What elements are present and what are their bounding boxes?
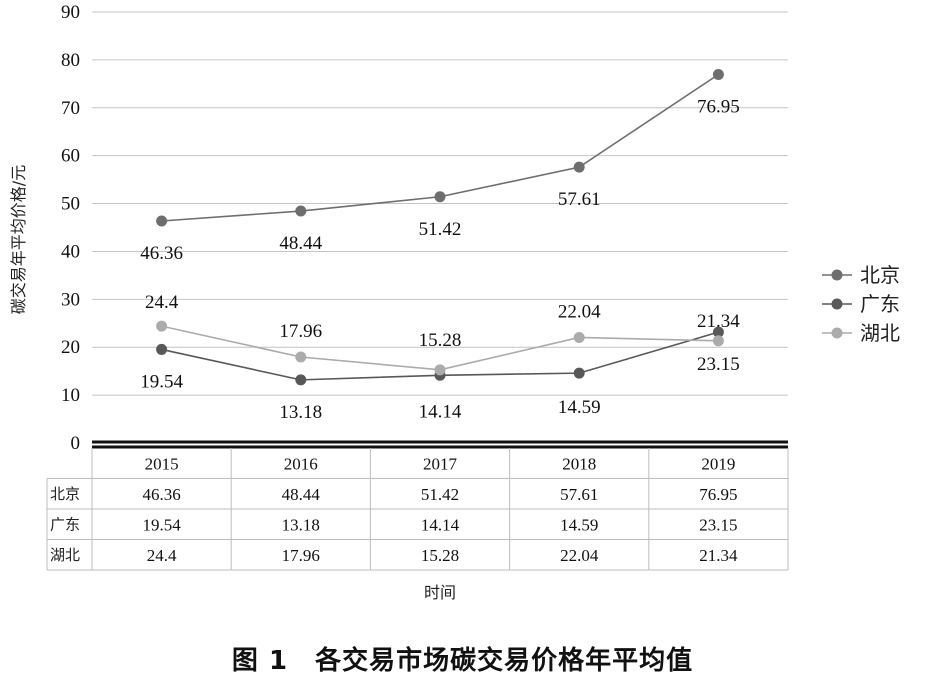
data-label: 22.04 bbox=[558, 301, 601, 322]
y-axis-title: 碳交易年平均价格/元 bbox=[9, 165, 28, 314]
legend-swatch-marker bbox=[831, 327, 843, 339]
table-series-name: 北京 bbox=[50, 485, 80, 503]
legend-swatch-marker bbox=[831, 269, 843, 281]
y-tick-label: 60 bbox=[61, 146, 80, 167]
figure-caption: 图 1 各交易市场碳交易价格年平均值 bbox=[231, 646, 694, 676]
table-cell: 51.42 bbox=[421, 485, 459, 504]
table-cell: 14.59 bbox=[560, 515, 598, 534]
data-label: 51.42 bbox=[419, 219, 462, 240]
data-point bbox=[156, 215, 168, 227]
x-axis-title: 时间 bbox=[424, 583, 456, 602]
y-tick-label: 70 bbox=[61, 98, 80, 119]
y-tick-label: 40 bbox=[61, 241, 80, 262]
data-label: 46.36 bbox=[140, 243, 183, 264]
data-label: 76.95 bbox=[697, 96, 740, 117]
y-tick-label: 80 bbox=[61, 50, 80, 71]
x-tick-label: 2017 bbox=[423, 454, 458, 473]
data-label: 13.18 bbox=[279, 402, 322, 423]
data-point bbox=[434, 364, 446, 376]
y-tick-label: 90 bbox=[61, 2, 80, 23]
data-point bbox=[434, 191, 446, 203]
data-point bbox=[712, 335, 724, 347]
chart: 0 10 20 30 40 50 60 70 80 90 碳交易年平均价格/元 2015 2016 201… bbox=[9, 2, 900, 602]
data-label: 14.14 bbox=[419, 401, 462, 422]
data-point bbox=[712, 326, 724, 338]
data-point bbox=[156, 343, 168, 355]
table-cell: 19.54 bbox=[142, 515, 181, 534]
table-cell: 57.61 bbox=[560, 485, 598, 504]
legend-label: 北京 bbox=[860, 263, 900, 287]
data-point bbox=[295, 351, 307, 363]
data-point bbox=[712, 68, 724, 80]
data-label: 19.54 bbox=[140, 371, 183, 392]
data-label: 21.34 bbox=[697, 311, 740, 332]
x-tick-label: 2018 bbox=[562, 454, 596, 473]
table-cell: 46.36 bbox=[142, 485, 180, 504]
x-tick-label: 2019 bbox=[701, 454, 735, 473]
data-label: 14.59 bbox=[558, 397, 601, 418]
table-cell: 17.96 bbox=[282, 546, 320, 565]
y-tick-label: 20 bbox=[61, 337, 80, 358]
legend-label: 湖北 bbox=[860, 321, 900, 345]
table-cell: 24.4 bbox=[147, 546, 177, 565]
data-point bbox=[295, 205, 307, 217]
table-cell: 48.44 bbox=[282, 485, 321, 504]
table-series-name: 广东 bbox=[50, 515, 80, 533]
x-tick-label: 2015 bbox=[145, 454, 179, 473]
y-tick-label: 30 bbox=[61, 289, 80, 310]
y-tick-label: 10 bbox=[61, 385, 80, 406]
table-cell: 21.34 bbox=[699, 546, 738, 565]
data-label: 24.4 bbox=[145, 292, 179, 313]
table-cell: 22.04 bbox=[560, 546, 599, 565]
data-point bbox=[295, 374, 307, 386]
data-point bbox=[573, 161, 585, 173]
y-tick-label: 50 bbox=[61, 194, 80, 215]
table-cell: 76.95 bbox=[699, 485, 737, 504]
table-cell: 14.14 bbox=[421, 515, 460, 534]
x-tick-label: 2016 bbox=[284, 454, 318, 473]
table-cell: 15.28 bbox=[421, 546, 459, 565]
data-point bbox=[573, 367, 585, 379]
legend-label: 广东 bbox=[860, 292, 900, 316]
data-label: 57.61 bbox=[558, 189, 601, 210]
data-point bbox=[156, 320, 168, 332]
legend-swatch-marker bbox=[831, 298, 843, 310]
table-cell: 13.18 bbox=[282, 515, 320, 534]
table-cell: 23.15 bbox=[699, 515, 737, 534]
data-label: 48.44 bbox=[279, 233, 322, 254]
table-series-name: 湖北 bbox=[50, 546, 80, 564]
y-tick-label: 0 bbox=[71, 433, 81, 454]
data-label: 17.96 bbox=[279, 321, 322, 342]
data-point bbox=[573, 331, 585, 343]
data-label: 23.15 bbox=[697, 354, 740, 375]
data-label: 15.28 bbox=[419, 330, 462, 351]
